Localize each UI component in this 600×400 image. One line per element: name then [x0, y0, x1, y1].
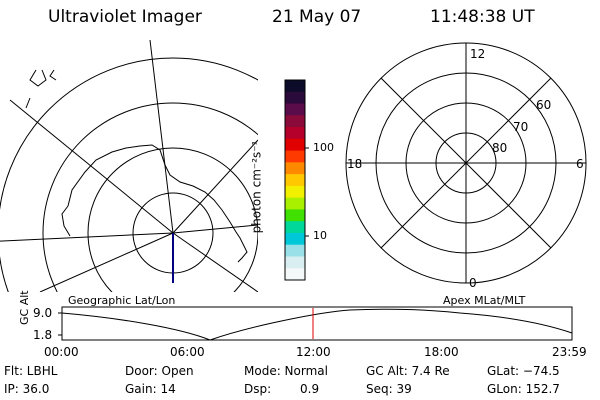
- coastline: [61, 205, 71, 237]
- polar-diagonal: [380, 77, 552, 249]
- meridian-line: [0, 232, 174, 242]
- status-door: Door: Open: [125, 364, 194, 378]
- y-tick-1-8: 1.8: [33, 328, 53, 342]
- meridian-line: [172, 139, 258, 234]
- status-glat: GLat: −74.5: [487, 364, 560, 378]
- time-label: 11:48:38 UT: [430, 7, 535, 27]
- instrument-title: Ultraviolet Imager: [48, 7, 202, 27]
- colorbar-segment: [285, 162, 305, 175]
- colorbar-tick-100: 100: [313, 141, 334, 154]
- colorbar-segment: [285, 115, 305, 128]
- latitude-circle: [42, 102, 258, 292]
- colorbar-segment: [285, 103, 305, 116]
- date-label: 21 May 07: [272, 7, 362, 27]
- status-glon: GLon: 152.7: [487, 382, 560, 396]
- x-tick-1800: 18:00: [424, 345, 459, 359]
- status-gain: Gain: 14: [125, 382, 176, 396]
- colorbar-segment: [285, 209, 305, 222]
- x-tick-0000: 00:00: [44, 345, 79, 359]
- mlt-label-0: 0: [469, 276, 477, 290]
- colorbar-segment: [285, 127, 305, 140]
- status-mode: Mode: Normal: [244, 364, 328, 378]
- latitude-circle: [87, 147, 258, 292]
- colorbar-segment: [285, 138, 305, 152]
- status-seq: Seq: 39: [366, 382, 412, 396]
- status-gc-alt: GC Alt: 7.4 Re: [366, 364, 450, 378]
- status-dsp-value: 0.9: [300, 382, 320, 396]
- mlat-label-80: 80: [492, 141, 508, 155]
- timeline-ylabel: GC Alt: [18, 290, 31, 325]
- colorbar-segment: [285, 256, 305, 269]
- colorbar-segment: [285, 197, 305, 210]
- x-tick-0600: 06:00: [170, 345, 205, 359]
- meridian-line: [172, 224, 258, 234]
- status-dsp-label: Dsp:: [244, 382, 272, 396]
- colorbar-segment: [285, 174, 305, 187]
- status-ip: IP: 36.0: [4, 382, 50, 396]
- coastline: [67, 144, 248, 263]
- colorbar-tick-10: 10: [313, 229, 327, 242]
- mlt-label-6: 6: [576, 157, 584, 171]
- colorbar-segment: [285, 232, 305, 246]
- mlat-label-70: 70: [513, 120, 529, 134]
- colorbar-segment: [285, 221, 305, 234]
- altitude-curve: [61, 308, 573, 341]
- mlt-label-18: 18: [347, 157, 363, 171]
- colorbar-segment: [285, 91, 305, 105]
- meridian-line: [39, 232, 174, 292]
- latitude-circle: [0, 57, 258, 292]
- meridian-line: [149, 40, 174, 234]
- colorbar-segment: [285, 244, 305, 257]
- colorbar-segment: [285, 80, 305, 93]
- colorbar-segment: [285, 268, 305, 281]
- coastline: [29, 69, 47, 87]
- meridian-line: [9, 99, 174, 234]
- polar-caption: Apex MLat/MLT: [443, 294, 526, 307]
- y-tick-9: 9.0: [33, 306, 53, 320]
- x-tick-1200: 12:00: [296, 345, 331, 359]
- status-flt: Flt: LBHL: [4, 364, 58, 378]
- geographic-caption: Geographic Lat/Lon: [68, 294, 176, 307]
- mlt-label-12: 12: [470, 47, 486, 61]
- mlat-label-60: 60: [536, 98, 552, 112]
- x-tick-2359: 23:59: [552, 345, 587, 359]
- colorbar-segment: [285, 185, 305, 199]
- coastline: [25, 97, 31, 109]
- meridian-line: [172, 232, 258, 292]
- colorbar-segment: [285, 150, 305, 163]
- coastline: [49, 69, 57, 81]
